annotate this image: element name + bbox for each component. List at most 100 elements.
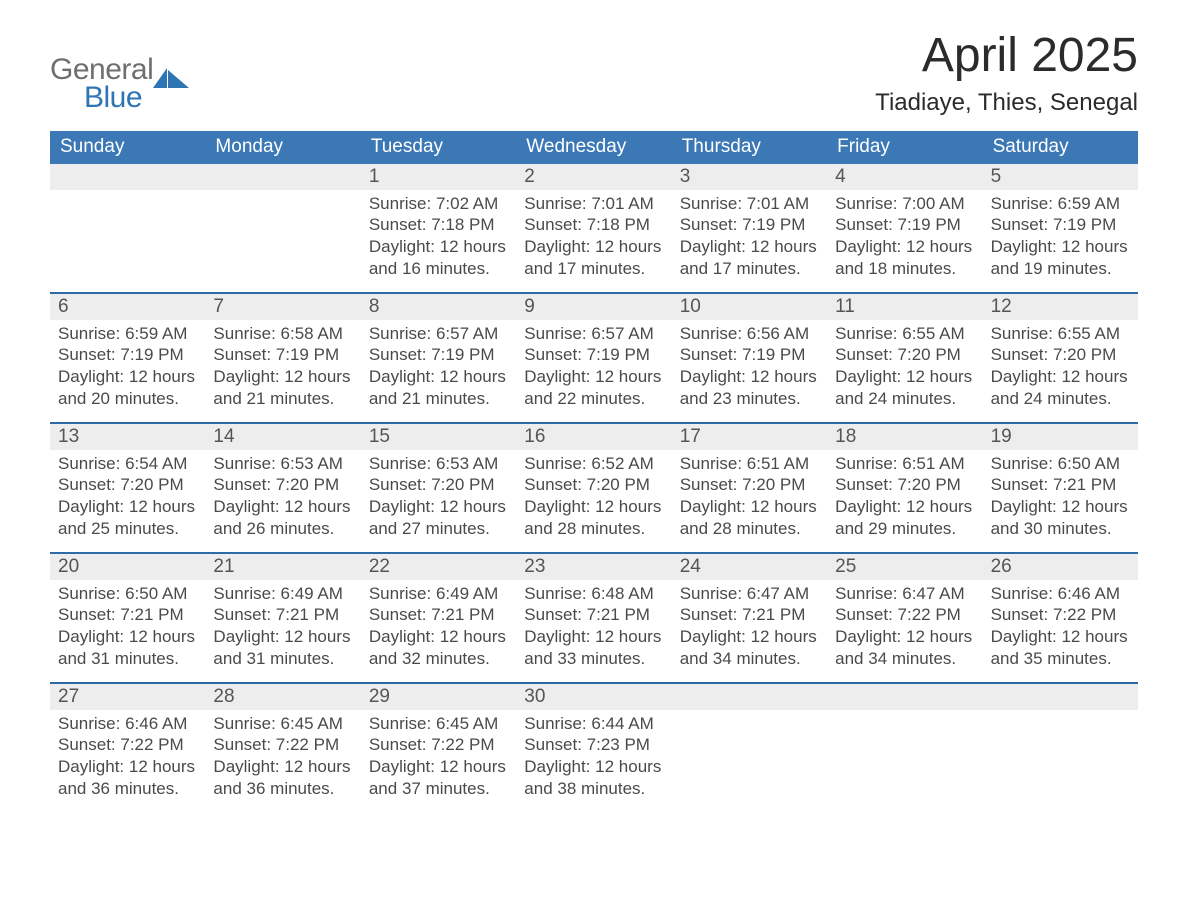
sunrise-prefix: Sunrise: (991, 194, 1058, 213)
day-number: 29 (361, 684, 516, 710)
and-word: and (213, 649, 246, 668)
sunrise-line: Sunrise: 6:56 AM (680, 323, 819, 345)
sunrise-prefix: Sunrise: (680, 454, 747, 473)
day-cell: 9Sunrise: 6:57 AMSunset: 7:19 PMDaylight… (516, 294, 671, 422)
logo-line2: Blue (84, 84, 153, 112)
daylight-hours: 12 (595, 237, 614, 256)
sunrise-value: 6:48 AM (591, 584, 653, 603)
week-row: 13Sunrise: 6:54 AMSunset: 7:20 PMDayligh… (50, 422, 1138, 552)
day-number: 12 (983, 294, 1138, 320)
daylight-line-1: Daylight: 12 hours (213, 756, 352, 778)
sunset-prefix: Sunset: (835, 215, 897, 234)
and-word: and (835, 259, 868, 278)
sunset-value: 7:21 PM (120, 605, 183, 624)
day-body: Sunrise: 6:45 AMSunset: 7:22 PMDaylight:… (205, 710, 360, 800)
sunrise-value: 6:56 AM (747, 324, 809, 343)
daylight-line-2: and 28 minutes. (524, 518, 663, 540)
daylight-prefix: Daylight: (369, 627, 440, 646)
and-word: and (369, 389, 402, 408)
daylight-line-1: Daylight: 12 hours (524, 236, 663, 258)
daylight-prefix: Daylight: (213, 757, 284, 776)
and-word: and (991, 649, 1024, 668)
day-cell (983, 684, 1138, 812)
daylight-line-1: Daylight: 12 hours (680, 626, 819, 648)
sunset-line: Sunset: 7:19 PM (680, 214, 819, 236)
daylight-line-2: and 19 minutes. (991, 258, 1130, 280)
sunrise-line: Sunrise: 6:45 AM (369, 713, 508, 735)
sunrise-value: 6:58 AM (281, 324, 343, 343)
daylight-hours: 12 (595, 497, 614, 516)
daylight-line-2: and 23 minutes. (680, 388, 819, 410)
daylight-hours: 12 (751, 237, 770, 256)
hours-word: hours (1080, 497, 1127, 516)
sunset-prefix: Sunset: (524, 475, 586, 494)
daylight-prefix: Daylight: (524, 237, 595, 256)
and-word: and (213, 779, 246, 798)
daylight-prefix: Daylight: (680, 367, 751, 386)
day-cell: 23Sunrise: 6:48 AMSunset: 7:21 PMDayligh… (516, 554, 671, 682)
daylight-line-1: Daylight: 12 hours (58, 756, 197, 778)
daylight-line-1: Daylight: 12 hours (835, 626, 974, 648)
day-number (205, 164, 360, 190)
daylight-hours: 12 (129, 757, 148, 776)
day-body: Sunrise: 6:49 AMSunset: 7:21 PMDaylight:… (205, 580, 360, 670)
sunset-line: Sunset: 7:22 PM (58, 734, 197, 756)
sunset-line: Sunset: 7:22 PM (369, 734, 508, 756)
daylight-line-1: Daylight: 12 hours (680, 366, 819, 388)
day-body: Sunrise: 6:50 AMSunset: 7:21 PMDaylight:… (983, 450, 1138, 540)
hours-word: hours (303, 757, 350, 776)
and-word: and (524, 779, 557, 798)
minutes-suffix: minutes. (887, 259, 956, 278)
daylight-line-1: Daylight: 12 hours (213, 366, 352, 388)
sunrise-prefix: Sunrise: (524, 714, 591, 733)
day-cell (50, 164, 205, 292)
day-body: Sunrise: 6:44 AMSunset: 7:23 PMDaylight:… (516, 710, 671, 800)
day-cell: 5Sunrise: 6:59 AMSunset: 7:19 PMDaylight… (983, 164, 1138, 292)
daylight-prefix: Daylight: (58, 367, 129, 386)
and-word: and (680, 519, 713, 538)
sunset-line: Sunset: 7:21 PM (524, 604, 663, 626)
and-word: and (680, 259, 713, 278)
sunset-value: 7:19 PM (742, 345, 805, 364)
daylight-hours: 12 (906, 237, 925, 256)
sunset-line: Sunset: 7:21 PM (680, 604, 819, 626)
day-cell (672, 684, 827, 812)
daylight-prefix: Daylight: (58, 627, 129, 646)
minutes-suffix: minutes. (265, 519, 334, 538)
sunset-prefix: Sunset: (58, 345, 120, 364)
and-word: and (58, 779, 91, 798)
sunset-prefix: Sunset: (58, 475, 120, 494)
minutes-suffix: minutes. (887, 389, 956, 408)
minutes-suffix: minutes. (265, 389, 334, 408)
day-number: 16 (516, 424, 671, 450)
day-body: Sunrise: 6:52 AMSunset: 7:20 PMDaylight:… (516, 450, 671, 540)
day-number: 14 (205, 424, 360, 450)
and-word: and (369, 259, 402, 278)
hours-word: hours (1080, 367, 1127, 386)
daylight-minutes: 36 (91, 779, 110, 798)
day-cell: 20Sunrise: 6:50 AMSunset: 7:21 PMDayligh… (50, 554, 205, 682)
sunset-line: Sunset: 7:20 PM (213, 474, 352, 496)
daylight-prefix: Daylight: (524, 627, 595, 646)
sunrise-line: Sunrise: 6:46 AM (991, 583, 1130, 605)
daylight-hours: 12 (595, 757, 614, 776)
sunrise-value: 6:53 AM (281, 454, 343, 473)
daylight-line-2: and 34 minutes. (680, 648, 819, 670)
day-number: 19 (983, 424, 1138, 450)
daylight-hours: 12 (440, 237, 459, 256)
daylight-minutes: 24 (1024, 389, 1043, 408)
daylight-minutes: 34 (713, 649, 732, 668)
and-word: and (369, 779, 402, 798)
sunrise-prefix: Sunrise: (680, 324, 747, 343)
sunrise-value: 6:54 AM (125, 454, 187, 473)
daylight-hours: 12 (595, 367, 614, 386)
daylight-line-2: and 22 minutes. (524, 388, 663, 410)
day-body: Sunrise: 6:59 AMSunset: 7:19 PMDaylight:… (983, 190, 1138, 280)
sunrise-prefix: Sunrise: (58, 324, 125, 343)
sunrise-line: Sunrise: 6:58 AM (213, 323, 352, 345)
daylight-line-1: Daylight: 12 hours (680, 236, 819, 258)
day-body: Sunrise: 7:01 AMSunset: 7:18 PMDaylight:… (516, 190, 671, 280)
sunset-value: 7:20 PM (742, 475, 805, 494)
and-word: and (991, 519, 1024, 538)
hours-word: hours (303, 367, 350, 386)
